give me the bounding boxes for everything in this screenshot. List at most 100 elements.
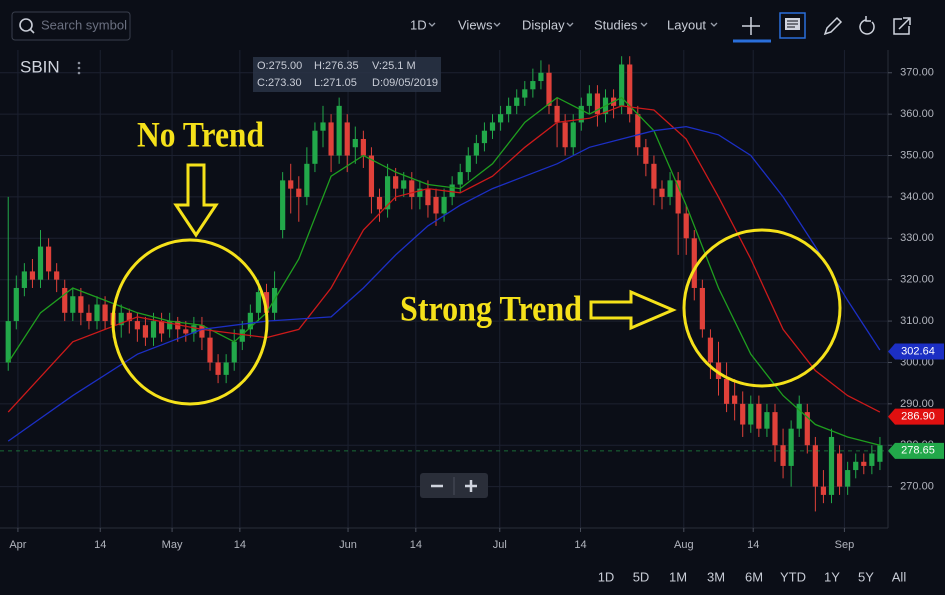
candle-body (231, 341, 237, 363)
x-tick-label: 14 (747, 539, 759, 551)
candle-body (506, 105, 512, 115)
candle-body (86, 312, 92, 322)
y-tick-label: 320.00 (900, 274, 934, 286)
candle-body (417, 188, 423, 197)
candle-body (538, 72, 544, 82)
candle-body (877, 445, 883, 462)
candle-body (215, 362, 221, 375)
candle-body (239, 329, 245, 342)
candle-body (514, 97, 520, 106)
candle-body (167, 321, 173, 330)
candle-body (723, 379, 730, 404)
candle-body (433, 196, 439, 214)
candle-body (425, 188, 431, 206)
candle-body (522, 89, 528, 98)
interval-menu[interactable]: 1D (410, 17, 427, 32)
zoom-in[interactable] (465, 480, 477, 492)
candle-body (473, 143, 479, 156)
range-button[interactable]: 5Y (858, 569, 874, 584)
candle-body (796, 403, 802, 429)
y-tick-label: 270.00 (900, 481, 934, 493)
range-button[interactable]: 6M (745, 569, 763, 584)
candle-body (586, 93, 592, 106)
views-menu[interactable]: Views (458, 17, 493, 32)
ohlc-close: C:273.30 (257, 77, 302, 89)
symbol-menu[interactable] (77, 61, 81, 75)
crosshair-tool[interactable] (733, 17, 771, 43)
range-button[interactable]: All (892, 569, 907, 584)
layout-menu[interactable]: Layout (667, 17, 706, 32)
share-tool[interactable] (893, 17, 911, 35)
display-menu[interactable]: Display (522, 17, 565, 32)
search-box[interactable] (11, 11, 131, 41)
candle-body (675, 180, 681, 214)
candle-body (78, 296, 84, 313)
price-label: 302.64 (901, 345, 935, 357)
candle-body (732, 395, 738, 404)
x-tick-label: 14 (574, 539, 586, 551)
candle-body (530, 81, 536, 90)
candle-body (191, 325, 197, 334)
candle-body (619, 64, 625, 106)
candle-body (336, 105, 342, 156)
range-button[interactable]: 3M (707, 569, 725, 584)
candle-body (223, 362, 229, 375)
candle-body (150, 321, 157, 338)
candle-body (263, 292, 270, 313)
search-placeholder: Search symbol (41, 17, 127, 32)
candle-body (13, 287, 19, 322)
candle-body (465, 155, 471, 173)
range-button[interactable]: 1D (598, 569, 615, 584)
chat-tool[interactable] (779, 12, 806, 39)
candle-body (804, 412, 810, 446)
candle-body (45, 246, 52, 272)
candle-body (748, 403, 754, 425)
candle-body (62, 287, 68, 313)
candle-body (21, 271, 27, 288)
annotation: Strong Trend (400, 288, 582, 328)
candle-body (578, 105, 584, 123)
annotation: No Trend (137, 114, 264, 154)
candle-body (497, 114, 504, 123)
range-button[interactable]: 1Y (824, 569, 840, 584)
candle-body (715, 362, 722, 380)
candle-body (304, 163, 310, 197)
candle-body (255, 292, 262, 313)
range-button[interactable]: 1M (669, 569, 687, 584)
candle-body (401, 180, 407, 189)
annotation-arrow (589, 289, 677, 331)
candle-body (691, 238, 697, 288)
draw-tool[interactable] (823, 16, 843, 36)
candle-body (481, 130, 488, 144)
ohlc-volume: V:25.1 M (372, 60, 416, 72)
candle-body (820, 486, 827, 495)
candle-body (869, 453, 875, 466)
candle-body (102, 304, 108, 322)
x-tick-label: Aug (674, 539, 694, 551)
moving-average (7, 105, 881, 413)
candle-body (409, 180, 415, 197)
price-label: 278.65 (901, 445, 935, 457)
moving-average (7, 125, 881, 442)
x-tick-label: Apr (9, 539, 26, 551)
price-label-bg (888, 343, 944, 360)
y-tick-label: 370.00 (900, 67, 934, 79)
ohlc-date: D:09/05/2019 (372, 77, 438, 89)
y-tick-label: 360.00 (900, 108, 934, 120)
range-button[interactable]: YTD (780, 569, 806, 584)
candle-body (845, 470, 851, 487)
dropdown-arrows (428, 22, 718, 27)
x-tick-label: 14 (410, 539, 422, 551)
range-button[interactable]: 5D (633, 569, 650, 584)
candle-body (562, 122, 568, 148)
candle-body (570, 122, 576, 148)
candle-body (54, 271, 60, 280)
candle-body (376, 196, 383, 210)
axes: 270.00280.00290.00300.00310.00320.00330.… (9, 67, 944, 551)
candle-body (489, 122, 496, 131)
candle-body (764, 412, 770, 429)
studies-menu[interactable]: Studies (594, 17, 638, 32)
reset-tool[interactable] (859, 16, 875, 35)
candle-body (142, 325, 149, 338)
price-label-bg (888, 408, 944, 425)
